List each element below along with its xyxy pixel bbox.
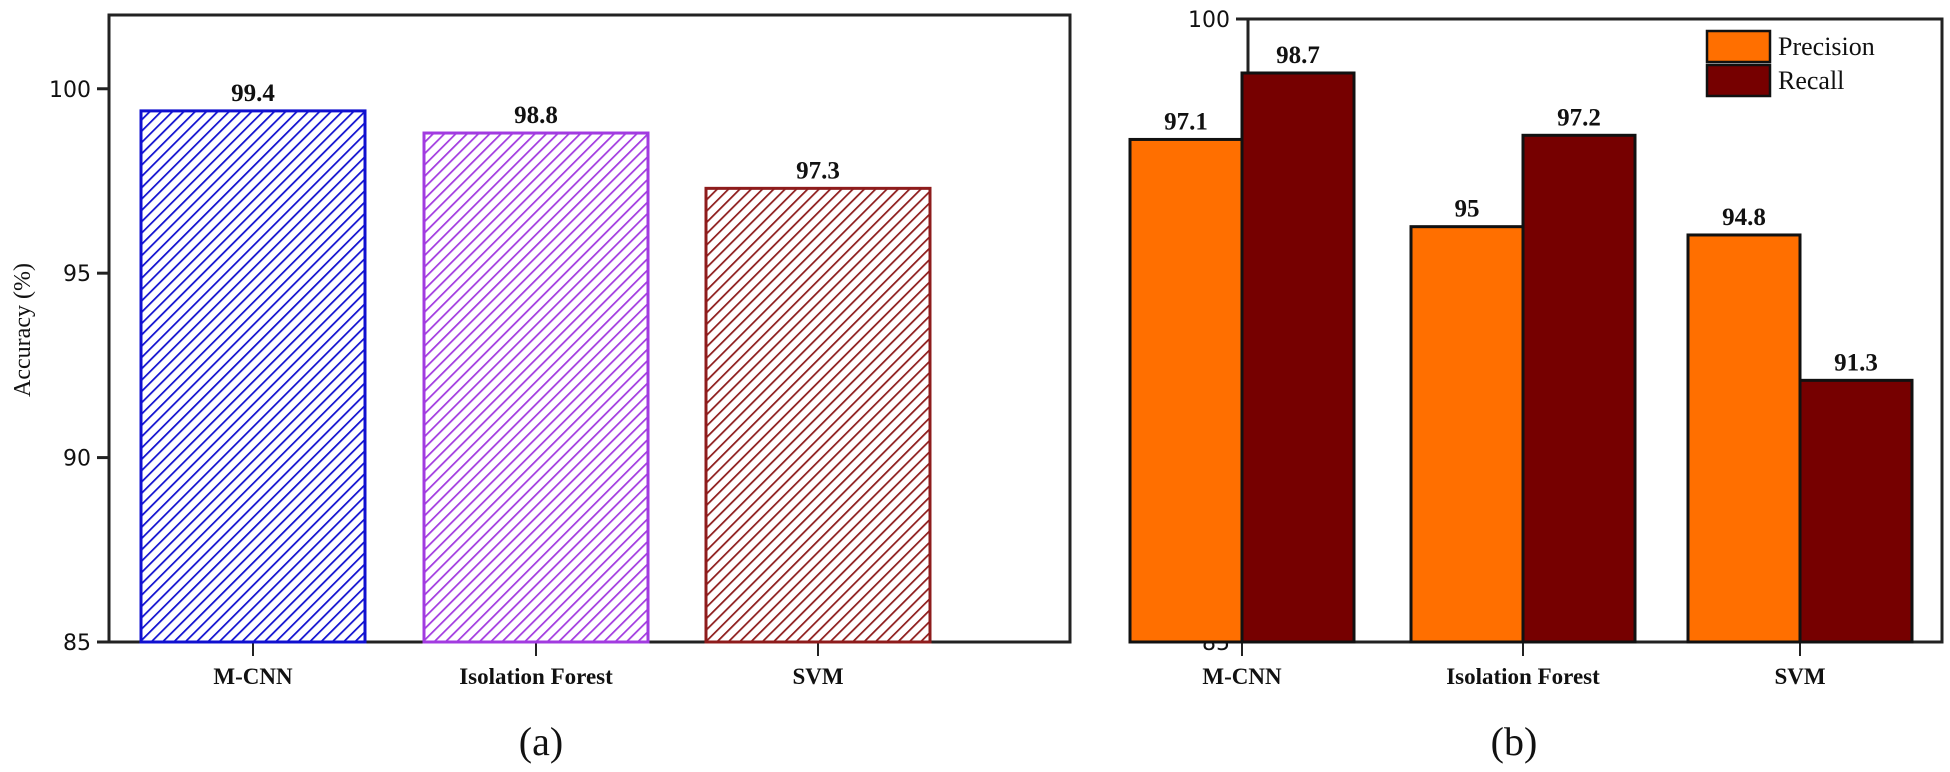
data-label: 98.7 — [1276, 42, 1320, 69]
legend-swatch-precision — [1705, 29, 1772, 64]
x-tick-label: Isolation Forest — [1446, 664, 1600, 689]
legend-swatch-recall — [1705, 63, 1772, 98]
y-tick-label: 90 — [63, 447, 91, 472]
accuracy-chart: 85 90 95 100 M-CNN Isolation Forest SVM Accurac… — [10, 13, 1072, 764]
bar — [704, 186, 932, 644]
bar-precision — [1686, 233, 1802, 644]
data-label: 91.3 — [1834, 349, 1878, 376]
panel-label: (b) — [1491, 719, 1538, 764]
y-tick-label: 100 — [1188, 8, 1230, 33]
y-tick-label: 95 — [63, 262, 91, 287]
x-tick-label: Isolation Forest — [459, 664, 613, 689]
data-label: 99.4 — [231, 80, 275, 107]
bar-precision — [1409, 225, 1525, 644]
data-label: 97.1 — [1164, 108, 1208, 135]
legend-label: Precision — [1778, 32, 1875, 61]
legend-label: Recall — [1778, 66, 1844, 95]
data-label: 94.8 — [1722, 204, 1766, 231]
bar — [139, 109, 367, 644]
data-label: 97.2 — [1557, 104, 1601, 131]
x-tick-label: M-CNN — [1202, 664, 1282, 689]
data-label: 98.8 — [514, 102, 558, 129]
bar-precision — [1128, 137, 1244, 644]
panel-label: (a) — [519, 719, 563, 764]
y-axis-label: Accuracy (%) — [10, 263, 36, 397]
x-tick-label: SVM — [1774, 664, 1825, 689]
bar — [422, 131, 650, 644]
bar-recall — [1240, 71, 1356, 644]
y-tick-label: 100 — [49, 78, 91, 103]
bar-recall — [1521, 133, 1637, 644]
data-label: 97.3 — [796, 157, 840, 184]
bar-recall — [1798, 378, 1914, 644]
x-tick-label: M-CNN — [213, 664, 293, 689]
y-tick-label: 85 — [63, 631, 91, 656]
data-label: 95 — [1455, 196, 1480, 223]
x-tick-label: SVM — [792, 664, 843, 689]
